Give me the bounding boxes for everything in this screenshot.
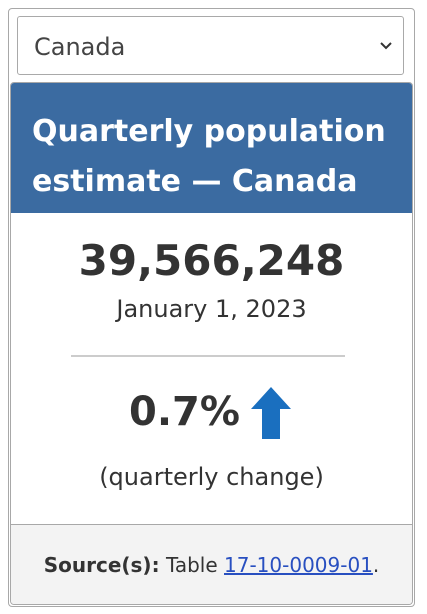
change-caption: (quarterly change) (99, 463, 324, 491)
card-footer: Source(s): Table 17-10-0009-01. (11, 524, 412, 604)
table-prefix: Table (165, 553, 218, 577)
change-row: 0.7% (11, 379, 412, 449)
arrow-up-icon (251, 387, 291, 439)
card-body: 39,566,248 January 1, 2023 0.7% (quarter… (11, 213, 412, 525)
quarterly-change-value: 0.7% (129, 389, 240, 435)
card-title-line-1: Quarterly population (32, 114, 386, 149)
footer-period: . (372, 553, 380, 577)
population-value: 39,566,248 (78, 236, 345, 285)
reference-date: January 1, 2023 (116, 295, 307, 323)
source-label: Source(s): (43, 553, 160, 577)
divider (71, 355, 345, 357)
population-widget: Canada Quarterly population estimate — C… (8, 8, 415, 607)
card-header: Quarterly population estimate — Canada (11, 83, 412, 213)
population-card: Quarterly population estimate — Canada 3… (10, 82, 413, 605)
geography-select[interactable]: Canada (17, 16, 404, 75)
card-title: Quarterly population estimate — Canada (32, 107, 392, 207)
card-title-line-2: estimate — Canada (32, 164, 358, 199)
chevron-down-icon (380, 42, 392, 50)
geography-select-value: Canada (34, 33, 126, 61)
source-table-link[interactable]: 17-10-0009-01 (224, 553, 373, 577)
